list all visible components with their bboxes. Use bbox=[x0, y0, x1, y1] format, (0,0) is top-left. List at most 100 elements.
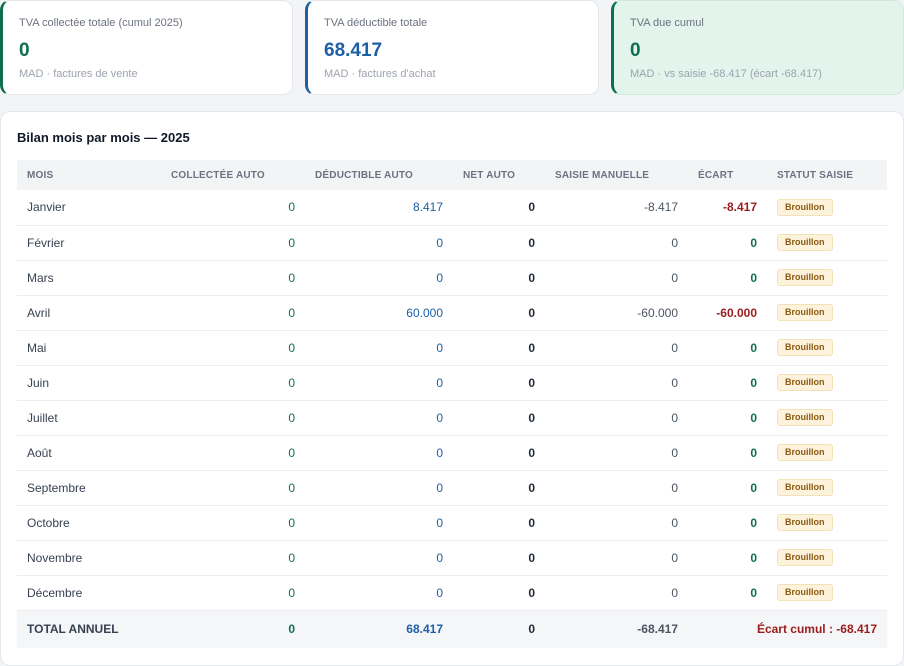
summary-cards: TVA collectée totale (cumul 2025) 0 MAD … bbox=[0, 0, 904, 95]
net-cell: 0 bbox=[528, 515, 535, 530]
deductible-cell: 0 bbox=[436, 410, 443, 425]
status-badge: Brouillon bbox=[777, 269, 833, 286]
manual-cell: 0 bbox=[671, 340, 678, 355]
deductible-cell: 0 bbox=[436, 445, 443, 460]
collected-cell: 0 bbox=[288, 375, 295, 390]
manual-cell: 0 bbox=[671, 480, 678, 495]
status-badge: Brouillon bbox=[777, 374, 833, 391]
ecart-cell: 0 bbox=[750, 270, 757, 285]
table-row[interactable]: Janvier 0 8.417 0 -8.417 -8.417 Brouillon bbox=[17, 190, 887, 225]
status-cell: Brouillon bbox=[767, 295, 887, 330]
net-cell: 0 bbox=[528, 585, 535, 600]
column-header-collected: COLLECTÉE AUTO bbox=[171, 169, 265, 181]
status-badge: Brouillon bbox=[777, 479, 833, 496]
status-badge: Brouillon bbox=[777, 584, 833, 601]
net-cell: 0 bbox=[528, 270, 535, 285]
panel-title: Bilan mois par mois — 2025 bbox=[17, 130, 190, 145]
status-badge: Brouillon bbox=[777, 549, 833, 566]
month-cell: Octobre bbox=[27, 515, 70, 530]
net-cell: 0 bbox=[528, 480, 535, 495]
table-row[interactable]: Octobre 0 0 0 0 0 Brouillon bbox=[17, 505, 887, 540]
ecart-cell: 0 bbox=[750, 515, 757, 530]
deductible-cell: 0 bbox=[436, 550, 443, 565]
card-label: TVA collectée totale (cumul 2025) bbox=[19, 17, 183, 29]
monthly-balance-panel: Bilan mois par mois — 2025 MOIS COLLECTÉ… bbox=[0, 111, 904, 666]
status-cell: Brouillon bbox=[767, 260, 887, 295]
status-badge: Brouillon bbox=[777, 304, 833, 321]
manual-cell: -8.417 bbox=[643, 200, 678, 215]
total-deductible: 68.417 bbox=[406, 622, 443, 637]
card-subtitle: MAD · factures de vente bbox=[19, 68, 138, 80]
table-row[interactable]: Avril 0 60.000 0 -60.000 -60.000 Brouillon bbox=[17, 295, 887, 330]
table-row[interactable]: Février 0 0 0 0 0 Brouillon bbox=[17, 225, 887, 260]
status-badge: Brouillon bbox=[777, 339, 833, 356]
deductible-cell: 0 bbox=[436, 375, 443, 390]
ecart-cell: 0 bbox=[750, 235, 757, 250]
deductible-cell: 8.417 bbox=[412, 200, 443, 215]
net-cell: 0 bbox=[528, 375, 535, 390]
status-cell: Brouillon bbox=[767, 330, 887, 365]
manual-cell: 0 bbox=[671, 375, 678, 390]
table-row[interactable]: Juillet 0 0 0 0 0 Brouillon bbox=[17, 400, 887, 435]
table-row[interactable]: Novembre 0 0 0 0 0 Brouillon bbox=[17, 540, 887, 575]
manual-cell: 0 bbox=[671, 235, 678, 250]
total-collected: 0 bbox=[288, 622, 295, 637]
ecart-cell: 0 bbox=[750, 340, 757, 355]
manual-cell: -60.000 bbox=[637, 305, 678, 320]
status-cell: Brouillon bbox=[767, 365, 887, 400]
collected-cell: 0 bbox=[288, 550, 295, 565]
deductible-cell: 0 bbox=[436, 235, 443, 250]
column-header-deductible: DÉDUCTIBLE AUTO bbox=[315, 169, 413, 181]
month-cell: Février bbox=[27, 235, 65, 250]
deductible-cell: 0 bbox=[436, 515, 443, 530]
monthly-balance-table: MOIS COLLECTÉE AUTO DÉDUCTIBLE AUTO NET … bbox=[17, 160, 887, 648]
month-cell: Juillet bbox=[27, 410, 58, 425]
collected-cell: 0 bbox=[288, 410, 295, 425]
ecart-cell: 0 bbox=[750, 375, 757, 390]
manual-cell: 0 bbox=[671, 270, 678, 285]
column-header-manual: SAISIE MANUELLE bbox=[555, 169, 650, 181]
month-cell: Novembre bbox=[27, 550, 83, 565]
collected-cell: 0 bbox=[288, 445, 295, 460]
manual-cell: 0 bbox=[671, 515, 678, 530]
status-badge: Brouillon bbox=[777, 198, 833, 216]
table-row[interactable]: Mars 0 0 0 0 0 Brouillon bbox=[17, 260, 887, 295]
table-row[interactable]: Décembre 0 0 0 0 0 Brouillon bbox=[17, 575, 887, 610]
card-label: TVA déductible totale bbox=[324, 17, 428, 29]
net-cell: 0 bbox=[528, 200, 535, 215]
month-cell: Août bbox=[27, 445, 52, 460]
month-cell: Mars bbox=[27, 270, 54, 285]
table-row[interactable]: Août 0 0 0 0 0 Brouillon bbox=[17, 435, 887, 470]
tva-deductible-card: TVA déductible totale 68.417 MAD · factu… bbox=[305, 0, 599, 95]
status-badge: Brouillon bbox=[777, 514, 833, 531]
table-row[interactable]: Mai 0 0 0 0 0 Brouillon bbox=[17, 330, 887, 365]
ecart-cell: 0 bbox=[750, 445, 757, 460]
card-subtitle: MAD · vs saisie -68.417 (écart -68.417) bbox=[630, 68, 822, 80]
total-net: 0 bbox=[528, 622, 535, 637]
status-cell: Brouillon bbox=[767, 225, 887, 260]
total-label: TOTAL ANNUEL bbox=[27, 622, 119, 637]
net-cell: 0 bbox=[528, 305, 535, 320]
table-row[interactable]: Septembre 0 0 0 0 0 Brouillon bbox=[17, 470, 887, 505]
collected-cell: 0 bbox=[288, 340, 295, 355]
status-cell: Brouillon bbox=[767, 575, 887, 610]
card-value: 0 bbox=[630, 40, 641, 61]
total-manual: -68.417 bbox=[637, 622, 678, 637]
ecart-cell: 0 bbox=[750, 480, 757, 495]
net-cell: 0 bbox=[528, 340, 535, 355]
ecart-cell: 0 bbox=[750, 410, 757, 425]
total-ecart-cumul: Écart cumul : -68.417 bbox=[756, 622, 877, 637]
table-body: Janvier 0 8.417 0 -8.417 -8.417 Brouillon Févri… bbox=[17, 190, 887, 610]
card-label: TVA due cumul bbox=[630, 17, 704, 29]
card-subtitle: MAD · factures d'achat bbox=[324, 68, 436, 80]
status-cell: Brouillon bbox=[767, 190, 887, 225]
status-cell: Brouillon bbox=[767, 540, 887, 575]
collected-cell: 0 bbox=[288, 235, 295, 250]
net-cell: 0 bbox=[528, 410, 535, 425]
deductible-cell: 0 bbox=[436, 480, 443, 495]
status-badge: Brouillon bbox=[777, 234, 833, 251]
tva-collected-card: TVA collectée totale (cumul 2025) 0 MAD … bbox=[0, 0, 293, 95]
total-row: TOTAL ANNUEL 0 68.417 0 -68.417 Écart cu… bbox=[17, 610, 887, 648]
table-row[interactable]: Juin 0 0 0 0 0 Brouillon bbox=[17, 365, 887, 400]
deductible-cell: 0 bbox=[436, 585, 443, 600]
